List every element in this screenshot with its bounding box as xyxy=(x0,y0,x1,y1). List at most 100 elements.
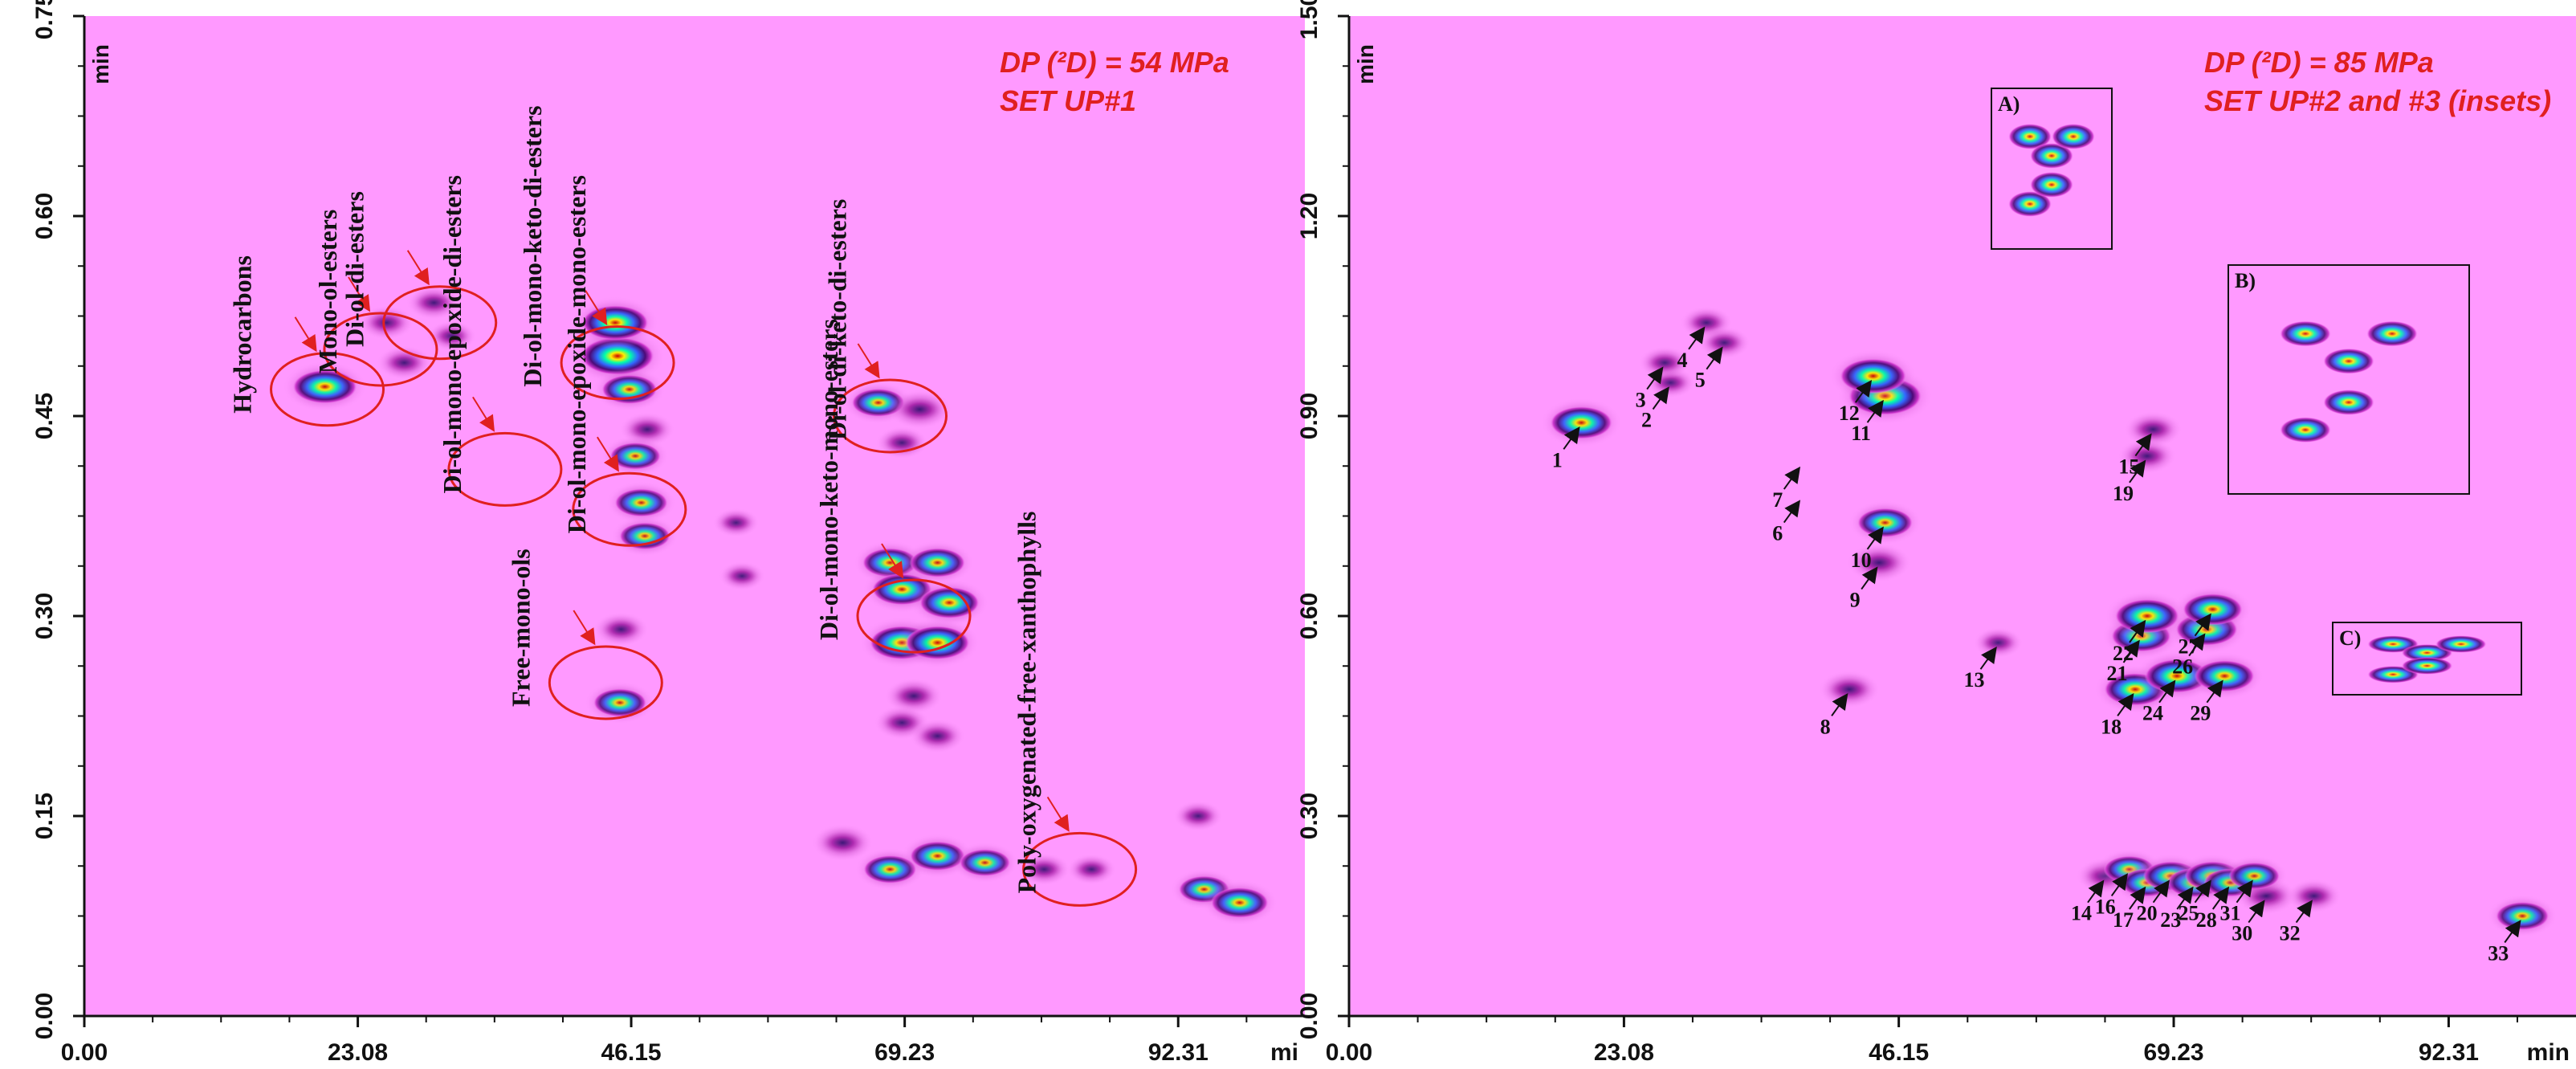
group-arrow xyxy=(857,343,880,379)
peak-arrow xyxy=(1646,366,1664,390)
peak-arrow xyxy=(1652,386,1669,410)
inset-label: B) xyxy=(2235,269,2256,292)
peak-spot xyxy=(1825,676,1873,702)
peak-spot xyxy=(1024,858,1065,880)
peak-spot xyxy=(2293,884,2336,908)
group-label: Di-ol-mono-epoxide-mono-esters xyxy=(562,175,591,533)
inset-box xyxy=(2228,264,2470,495)
peak-spot xyxy=(614,488,668,517)
peak-spot xyxy=(718,512,754,532)
group-ellipse xyxy=(560,325,675,401)
inset-label: A) xyxy=(1998,92,2020,116)
y-tick-label: 0.45 xyxy=(31,393,58,439)
peak-arrow xyxy=(2152,879,2170,904)
y-tick-label: 0.30 xyxy=(1296,793,1323,839)
group-arrow xyxy=(1046,796,1070,832)
peak-label: 25 xyxy=(2179,902,2199,925)
inset-peak xyxy=(2435,635,2487,653)
peak-spot xyxy=(905,626,970,660)
peak-arrow xyxy=(2110,873,2129,896)
peak-spot xyxy=(601,374,658,405)
group-label: Poly-oxygenated-free-xanthophylls xyxy=(1013,512,1041,894)
y-tick-label: 0.15 xyxy=(31,793,58,839)
peak-spot xyxy=(1550,406,1613,439)
group-ellipse xyxy=(548,645,663,720)
peak-label: 1 xyxy=(1552,448,1563,471)
peak-arrow xyxy=(2158,679,2176,704)
peak-label: 13 xyxy=(1964,668,1985,692)
group-label: Di-ol-di-esters xyxy=(340,191,369,347)
peak-spot xyxy=(2182,593,2244,626)
peak-spot xyxy=(1072,859,1111,880)
chart-title-left: DP (²D) = 54 MPa xyxy=(1000,46,1229,79)
peak-arrow xyxy=(2176,886,2194,910)
peak-label: 24 xyxy=(2142,702,2163,725)
y-axis-label: min xyxy=(1353,44,1378,84)
peak-spot xyxy=(365,311,408,334)
peak-spot xyxy=(882,431,923,454)
peak-arrow xyxy=(1831,693,1848,716)
x-axis-label: mi xyxy=(1270,1039,1298,1066)
peak-arrow xyxy=(2134,433,2152,457)
peak-arrow xyxy=(2194,879,2211,904)
peak-spot xyxy=(895,396,944,422)
x-tick-label: 92.31 xyxy=(2419,1039,2479,1066)
chart-panel-right: 0.00 23.08 46.15 69.23 92.31 0.00 0.30 0.60 0.90… xyxy=(1296,0,2576,1066)
peak-arrow xyxy=(2129,886,2146,910)
x-tick-label: 69.23 xyxy=(874,1039,935,1066)
peak-label: 11 xyxy=(1851,422,1871,445)
peak-label: 22 xyxy=(2113,642,2134,665)
peak-arrow xyxy=(2129,459,2146,483)
peak-spot xyxy=(880,711,923,734)
inset-peak xyxy=(2052,124,2095,149)
inset-peak xyxy=(2401,657,2453,675)
group-arrow xyxy=(881,543,904,579)
peak-arrow xyxy=(2122,639,2140,663)
group-label: Free-mono-ols xyxy=(506,549,535,707)
peak-label: 15 xyxy=(2118,455,2139,479)
group-label: Mono-ol-esters xyxy=(313,210,342,373)
peak-arrow xyxy=(2236,879,2253,904)
peak-spot xyxy=(432,325,471,347)
inset-peak xyxy=(2030,172,2073,198)
peak-arrow xyxy=(2194,613,2211,637)
chart-title-right: DP (²D) = 85 MPa xyxy=(2204,46,2434,79)
y-tick-label: 0.75 xyxy=(31,0,58,39)
inset-peak xyxy=(2280,320,2331,347)
group-arrow xyxy=(585,290,608,325)
peak-label: 27 xyxy=(2179,635,2199,659)
peak-label: 30 xyxy=(2232,922,2252,945)
inset-peak xyxy=(2323,390,2374,415)
group-ellipse xyxy=(447,431,563,507)
peak-arrow xyxy=(2087,879,2105,904)
peak-label: 28 xyxy=(2196,908,2217,932)
peak-label: 18 xyxy=(2101,715,2122,738)
plot-area xyxy=(84,16,1305,1016)
peak-spot xyxy=(619,522,671,550)
plot-area xyxy=(1349,16,2576,1016)
inset-peak xyxy=(2280,417,2331,443)
peak-spot xyxy=(2228,862,2280,890)
peak-label: 26 xyxy=(2172,655,2193,679)
y-tick-label: 0.90 xyxy=(1296,393,1323,439)
group-ellipse xyxy=(572,471,687,547)
x-tick-label: 46.15 xyxy=(1869,1039,1929,1066)
peak-arrow xyxy=(1783,500,1801,524)
peak-label: 31 xyxy=(2219,902,2240,925)
group-ellipse xyxy=(382,285,498,361)
x-tick-label: 23.08 xyxy=(328,1039,388,1066)
inset-peak xyxy=(2366,320,2418,347)
peak-arrow xyxy=(2248,900,2265,924)
peak-spot xyxy=(600,618,642,641)
peak-label: 21 xyxy=(2107,662,2128,685)
x-tick-label: 46.15 xyxy=(601,1039,662,1066)
group-arrow xyxy=(573,610,596,646)
peak-spot xyxy=(1704,332,1745,354)
group-ellipse xyxy=(1022,831,1138,907)
inset-peak xyxy=(2030,143,2073,169)
peak-label: 12 xyxy=(1839,402,1860,425)
chart-subtitle-left: SET UP#1 xyxy=(1000,84,1136,117)
x-tick-label: 0.00 xyxy=(61,1039,108,1066)
peak-spot xyxy=(909,841,966,871)
